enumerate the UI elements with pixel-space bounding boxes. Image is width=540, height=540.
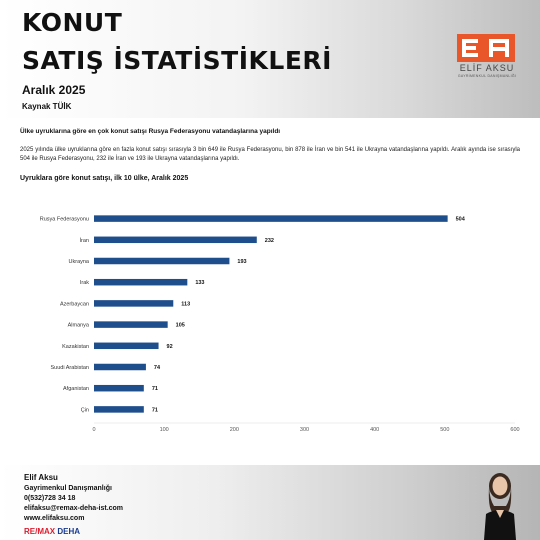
- value-label-azerbaycan: 113: [181, 301, 190, 307]
- bar-suudi-arabistan: [94, 363, 146, 371]
- x-tick-label-100: 100: [160, 427, 169, 433]
- category-label-almanya: Almanya: [68, 323, 90, 329]
- agent-website: www.elifaksu.com: [24, 515, 85, 522]
- value-label-suudi-arabistan: 74: [154, 365, 161, 371]
- brand-deha: DEHA: [55, 527, 81, 536]
- logo-name: ELİF AKSU: [459, 63, 515, 73]
- bar-azerbaycan: [94, 300, 174, 307]
- category-label-afganistan: Afganistan: [63, 386, 89, 392]
- chart-title: Uyruklara göre konut satışı, ilk 10 ülke…: [20, 175, 189, 182]
- value-label-iran: 232: [265, 238, 274, 244]
- x-tick-label-200: 200: [230, 427, 239, 433]
- brand-logo: ELİF AKSU GAYRİMENKUL DANIŞMANLIĞI: [454, 34, 520, 82]
- category-label-rusya-federasyonu: Rusya Federasyonu: [40, 217, 89, 223]
- category-label-kazakistan: Kazakistan: [62, 344, 89, 350]
- bar-chart: Rusya Federasyonu 504 İran 232 Ukrayna 193 Ira…: [40, 215, 520, 433]
- x-tick-label-400: 400: [370, 427, 379, 433]
- remax-logo: RE/MAX DEHA: [24, 527, 80, 536]
- value-label-rusya-federasyonu: 504: [456, 217, 466, 223]
- bar-irak: [94, 278, 188, 286]
- x-tick-label-300: 300: [300, 427, 309, 433]
- bar-kazakistan: [94, 342, 159, 350]
- source-label: Kaynak TÜİK: [22, 102, 72, 111]
- bar-afganistan: [94, 384, 144, 392]
- value-label-ukrayna: 193: [237, 259, 246, 265]
- logo-subtitle: GAYRİMENKUL DANIŞMANLIĞI: [457, 74, 517, 78]
- page-title-line1: KONUT: [22, 8, 123, 37]
- brand-re: RE/: [24, 527, 38, 536]
- x-tick-label-500: 500: [440, 427, 449, 433]
- x-tick-label-0: 0: [92, 427, 95, 433]
- category-label-suudi-arabistan: Suudi Arabistan: [50, 365, 89, 371]
- page-title-line2: SATIŞ İSTATİSTİKLERİ: [22, 46, 332, 75]
- bar-ukrayna: [94, 257, 230, 265]
- ea-logo-icon: [457, 34, 515, 62]
- header-banner: [0, 0, 540, 118]
- bar-iran: [94, 236, 257, 244]
- category-label-cin: Çin: [81, 407, 89, 413]
- period-label: Aralık 2025: [22, 83, 86, 97]
- agent-phone: 0(532)728 34 18: [24, 495, 76, 502]
- value-label-almanya: 105: [176, 323, 185, 329]
- summary-paragraph: 2025 yılında ülke uyruklarına göre en fa…: [20, 147, 520, 162]
- agent-role: Gayrimenkul Danışmanlığı: [24, 485, 112, 492]
- agent-name: Elif Aksu: [24, 473, 58, 482]
- value-label-irak: 133: [195, 280, 204, 286]
- brand-max: MAX: [37, 527, 56, 536]
- agent-email: elifaksu@remax-deha-ist.com: [24, 505, 124, 512]
- category-label-azerbaycan: Azerbaycan: [60, 301, 89, 307]
- category-label-ukrayna: Ukrayna: [69, 259, 90, 265]
- agent-photo: [484, 473, 516, 540]
- bar-rusya-federasyonu: [94, 215, 448, 222]
- footer-banner: [0, 465, 540, 540]
- headline: Ülke uyruklarına göre en çok konut satış…: [20, 128, 281, 135]
- value-label-afganistan: 71: [152, 386, 158, 392]
- x-tick-label-600: 600: [510, 427, 519, 433]
- category-label-irak: Irak: [80, 280, 89, 286]
- value-label-cin: 71: [152, 407, 158, 413]
- bar-cin: [94, 406, 144, 413]
- bar-almanya: [94, 321, 168, 328]
- value-label-kazakistan: 92: [167, 344, 173, 350]
- category-label-iran: İran: [80, 237, 89, 244]
